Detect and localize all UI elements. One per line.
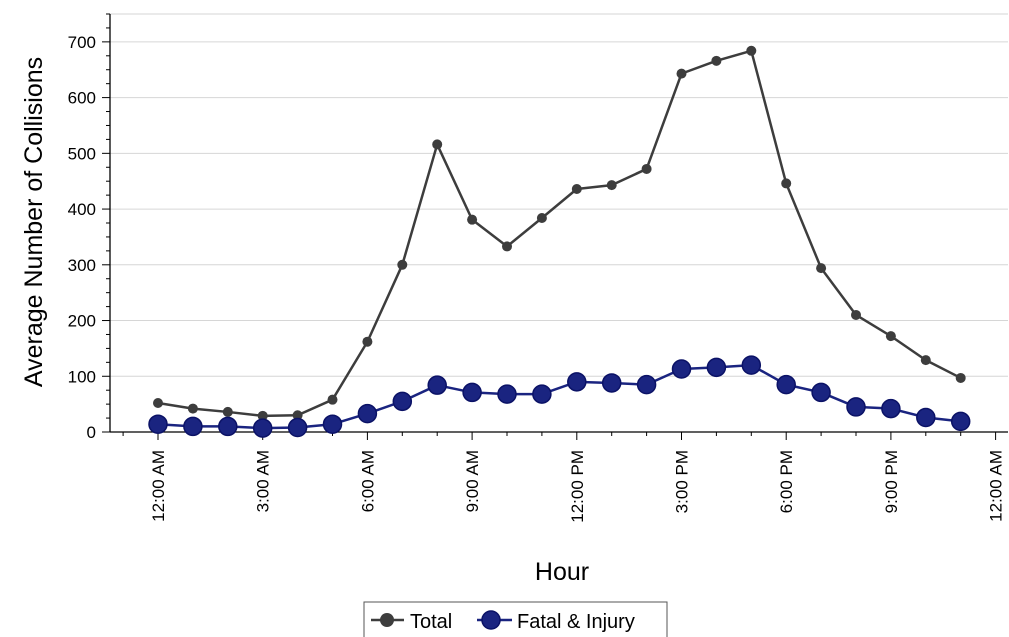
legend: Total Fatal & Injury bbox=[363, 601, 668, 637]
legend-box bbox=[363, 601, 668, 637]
data-point bbox=[885, 331, 896, 342]
y-tick-label: 600 bbox=[68, 89, 96, 108]
data-point bbox=[676, 68, 687, 79]
data-point bbox=[183, 416, 203, 437]
data-point bbox=[746, 45, 757, 56]
data-point bbox=[427, 375, 447, 395]
x-tick-label: 12:00 AM bbox=[987, 450, 1006, 522]
legend-fatal-label: Fatal & Injury bbox=[517, 611, 635, 633]
x-tick-label: 12:00 AM bbox=[149, 450, 168, 522]
x-tick-label: 12:00 PM bbox=[568, 450, 587, 523]
data-point bbox=[292, 410, 303, 421]
x-tick-label: 3:00 AM bbox=[254, 450, 273, 512]
data-point bbox=[851, 309, 861, 320]
data-point bbox=[955, 372, 966, 383]
data-point bbox=[571, 184, 582, 195]
data-point bbox=[502, 241, 512, 252]
data-point bbox=[532, 384, 552, 404]
data-point bbox=[322, 414, 343, 434]
data-point bbox=[881, 398, 901, 419]
y-tick-label: 200 bbox=[68, 312, 96, 331]
x-axis-title: Hour bbox=[535, 558, 589, 586]
gridlines bbox=[110, 13, 1008, 377]
legend-total-label: Total bbox=[410, 611, 452, 633]
x-tick-label: 9:00 AM bbox=[463, 450, 482, 512]
data-point bbox=[601, 373, 622, 393]
data-point bbox=[816, 263, 827, 274]
y-axis-title: Average Number of Collisions bbox=[20, 57, 48, 387]
data-point bbox=[811, 382, 831, 403]
data-point bbox=[920, 355, 931, 366]
x-tick-label: 3:00 PM bbox=[673, 450, 692, 513]
data-point bbox=[153, 398, 163, 409]
y-tick-label: 100 bbox=[68, 367, 96, 386]
data-point bbox=[671, 359, 692, 379]
data-point bbox=[187, 403, 198, 414]
data-point bbox=[252, 418, 273, 438]
data-point bbox=[467, 214, 478, 225]
legend-fatal-marker bbox=[481, 610, 501, 630]
data-point bbox=[148, 414, 168, 434]
legend-total-marker bbox=[380, 613, 394, 627]
series-total bbox=[153, 45, 966, 421]
axes bbox=[109, 14, 1008, 433]
data-point bbox=[567, 372, 587, 392]
data-point bbox=[711, 55, 722, 66]
data-point bbox=[536, 212, 547, 223]
data-point bbox=[257, 410, 268, 421]
data-point bbox=[327, 394, 338, 405]
data-point bbox=[362, 336, 373, 347]
y-tick-label: 400 bbox=[68, 200, 96, 219]
y-tick-label: 500 bbox=[68, 144, 96, 163]
data-point bbox=[706, 357, 727, 378]
data-point bbox=[462, 382, 482, 403]
x-axis-ticks: 12:00 AM 3:00 AM 6:00 AM 9:00 AM 12:00 PM 3:0… bbox=[122, 432, 1006, 523]
y-axis-ticks: 0 100 200 300 400 500 600 700 bbox=[68, 13, 110, 442]
data-point bbox=[641, 163, 652, 174]
data-point bbox=[606, 180, 617, 191]
y-tick-label: 0 bbox=[87, 423, 96, 442]
data-point bbox=[218, 416, 238, 437]
data-point bbox=[916, 407, 936, 428]
x-tick-label: 6:00 AM bbox=[358, 450, 377, 512]
x-tick-label: 9:00 PM bbox=[882, 450, 901, 513]
data-point bbox=[741, 355, 762, 375]
data-point bbox=[846, 397, 866, 417]
data-point bbox=[397, 259, 408, 270]
data-point bbox=[497, 384, 517, 404]
series-line bbox=[157, 363, 961, 430]
series-layer bbox=[148, 45, 971, 438]
data-point bbox=[781, 178, 792, 189]
y-tick-label: 300 bbox=[68, 256, 96, 275]
y-tick-label: 700 bbox=[68, 33, 96, 52]
data-point bbox=[950, 411, 971, 432]
data-point bbox=[776, 374, 796, 395]
series-line bbox=[157, 49, 962, 418]
series-fatal-injury bbox=[148, 355, 971, 438]
data-point bbox=[287, 417, 308, 438]
data-point bbox=[432, 139, 443, 150]
x-tick-label: 6:00 PM bbox=[777, 450, 796, 513]
data-point bbox=[357, 403, 378, 424]
data-point bbox=[222, 406, 233, 417]
data-point bbox=[636, 374, 657, 395]
data-point bbox=[392, 391, 413, 412]
